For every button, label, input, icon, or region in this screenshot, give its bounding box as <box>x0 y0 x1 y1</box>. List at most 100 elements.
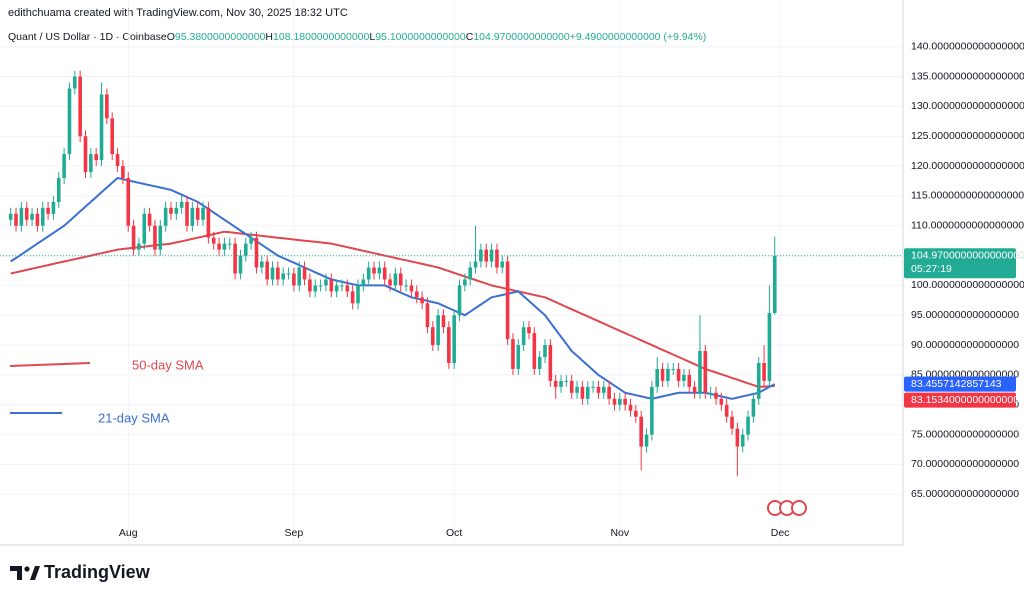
candle-body <box>591 386 595 388</box>
candle-body <box>463 279 467 286</box>
candle-body <box>46 207 50 214</box>
candle-body <box>324 279 328 286</box>
candle-body <box>137 243 141 250</box>
candle-body <box>313 285 318 292</box>
candle-body <box>147 213 152 226</box>
logo-text: TradingView <box>44 562 151 582</box>
candle-body <box>537 357 542 369</box>
candle-body <box>78 76 82 137</box>
candle-body <box>585 386 590 399</box>
candle-body <box>142 213 147 244</box>
ohlc-value: 104.9700000000000 <box>473 31 570 43</box>
price-tag-label: 83.1534000000000000 <box>911 394 1019 406</box>
candle-body <box>356 285 360 304</box>
candle-body <box>735 428 740 447</box>
candle-body <box>500 261 505 268</box>
candle-body <box>436 315 440 346</box>
candle-body <box>698 351 702 393</box>
candle-body <box>671 368 676 370</box>
candle-body <box>169 207 173 214</box>
candle-body <box>243 243 248 256</box>
candle-body <box>543 345 547 358</box>
candle-body <box>350 291 355 304</box>
candle-body <box>233 243 237 274</box>
candle-body <box>179 201 184 208</box>
candle-body <box>377 267 382 274</box>
candle-body <box>110 118 115 155</box>
candle-body <box>452 315 456 363</box>
candle-body <box>553 380 558 387</box>
candle-body <box>382 267 387 280</box>
candle-body <box>575 386 579 393</box>
candle-body <box>628 404 633 411</box>
ohlc-value: 95.3800000000000 <box>175 31 266 43</box>
candle-body <box>532 333 537 369</box>
candle-body <box>372 267 376 274</box>
price-tag-label: 83.4557142857143 <box>911 378 1002 390</box>
candle-body <box>639 416 643 447</box>
candle-body <box>751 398 756 417</box>
candle-body <box>473 261 478 268</box>
candle-body <box>601 386 606 393</box>
candle-body <box>730 416 734 429</box>
candle-body <box>740 434 745 447</box>
candle-body <box>756 362 761 399</box>
candle-body <box>666 368 670 381</box>
candle-body <box>153 225 157 250</box>
price-tag <box>904 376 1016 392</box>
candle-body <box>569 380 574 393</box>
candle-body <box>308 279 312 292</box>
ohlc-value: 95.1000000000000 <box>375 31 466 43</box>
candle-body <box>265 261 269 280</box>
candle-body <box>580 386 585 399</box>
candle-body <box>131 225 136 250</box>
candle-body <box>767 312 772 381</box>
candle-body <box>163 207 168 226</box>
ohlc-key: C <box>466 31 474 43</box>
candle-body <box>548 345 553 381</box>
candle-body <box>564 380 569 382</box>
candle-body <box>724 404 729 417</box>
candle-body <box>201 207 205 220</box>
candle-body <box>56 177 61 202</box>
candle-body <box>19 207 24 226</box>
candle-body <box>99 94 104 161</box>
candle-body <box>105 94 109 119</box>
candle-body <box>495 249 499 268</box>
y-tick-label: 100.0000000000000000 <box>911 279 1024 291</box>
legend-label: 21-day SMA <box>98 410 170 425</box>
candle-body <box>334 285 339 292</box>
candle-body <box>650 386 654 435</box>
candle-body <box>511 339 515 369</box>
ohlc-key: H <box>265 31 273 43</box>
candle-body <box>644 434 649 447</box>
y-tick-label: 75.0000000000000000 <box>911 428 1019 440</box>
candle-body <box>94 154 98 161</box>
event-icon <box>791 500 807 516</box>
logo: TradingView <box>10 562 151 582</box>
y-tick-label: 95.0000000000000000 <box>911 309 1019 321</box>
candle-body <box>249 237 253 244</box>
candle-body <box>121 166 125 178</box>
x-tick-label: Oct <box>446 527 462 539</box>
plot-area <box>0 0 903 545</box>
x-tick-label: Nov <box>610 527 629 539</box>
y-tick-label: 90.0000000000000000 <box>911 339 1019 351</box>
candle-body <box>206 207 211 238</box>
y-tick-label: 115.0000000000000000 <box>911 190 1024 202</box>
candle-body <box>302 267 307 280</box>
symbol: Quant / US Dollar · 1D · Coinbase <box>8 31 167 43</box>
candle-body <box>366 267 371 280</box>
ohlc-key: O <box>167 31 175 43</box>
candle-body <box>286 273 291 275</box>
candle-body <box>211 237 216 244</box>
candle-body <box>83 136 88 173</box>
y-tick-label: 135.0000000000000000 <box>911 70 1024 82</box>
legend-label: 50-day SMA <box>132 357 204 372</box>
candle-body <box>35 213 40 226</box>
candle-body <box>623 398 627 405</box>
candle-body <box>398 273 403 286</box>
candle-body <box>8 213 13 220</box>
candle-body <box>676 368 681 381</box>
